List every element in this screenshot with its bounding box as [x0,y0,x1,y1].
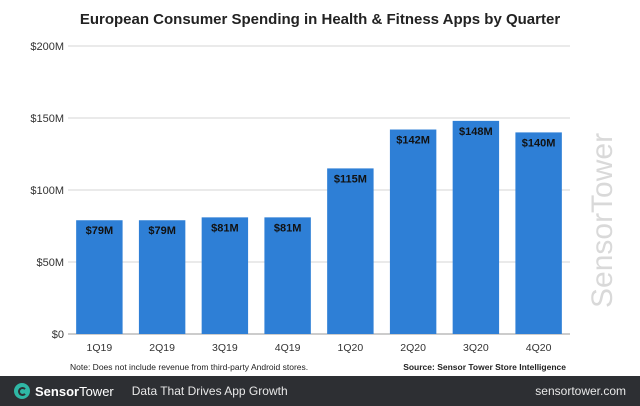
data-label: $79M [86,225,114,237]
y-tick-label: $100M [30,185,64,197]
data-label: $81M [274,222,302,234]
x-tick-label: 4Q20 [526,342,552,354]
bar [138,220,186,334]
footer-tagline: Data That Drives App Growth [131,384,288,398]
footer-brand: SensorTower [35,384,114,399]
chart-source: Source: Sensor Tower Store Intelligence [403,362,566,372]
footer-logo[interactable]: SensorTower [14,383,114,399]
data-label: $115M [334,173,367,185]
data-label: $148M [459,126,493,138]
bar [452,120,500,334]
y-tick-label: $200M [30,41,64,53]
x-tick-label: 2Q20 [400,342,426,354]
y-axis-ticks: $0 $50M $100M $150M $200M [30,41,64,341]
x-tick-label: 1Q20 [338,342,364,354]
footer-url-link[interactable]: sensortower.com [535,384,626,398]
bar [201,217,249,334]
data-label: $79M [148,225,176,237]
data-labels: $79M $79M $81M $81M $115M $142M $148M $140M [86,126,556,237]
bar-chart: European Consumer Spending in Health & F… [30,11,570,372]
watermark-text: SensorTower [586,133,619,308]
y-tick-label: $150M [30,113,64,125]
x-tick-label: 2Q19 [149,342,175,354]
sensortower-watermark: SensorTower [586,133,619,308]
bar [515,132,562,334]
x-tick-label: 3Q20 [463,342,489,354]
bar [327,168,374,334]
data-label: $142M [396,135,430,147]
brand-part1: Sensor [35,383,80,399]
data-label: $140M [522,137,556,149]
bar [264,217,311,334]
data-label: $81M [211,222,239,234]
x-axis-ticks: 1Q19 2Q19 3Q19 4Q19 1Q20 2Q20 3Q20 4Q20 [87,342,552,354]
chart-note: Note: Does not include revenue from thir… [70,362,308,372]
footer-bar: SensorTower Data That Drives App Growth … [0,376,640,406]
x-tick-label: 4Q19 [275,342,301,354]
sensortower-logo-icon [14,383,30,399]
x-tick-label: 1Q19 [87,342,113,354]
y-tick-label: $50M [36,257,64,269]
y-tick-label: $0 [52,329,64,341]
x-tick-label: 3Q19 [212,342,238,354]
brand-part2: Tower [79,383,114,399]
chart-title: European Consumer Spending in Health & F… [80,11,561,28]
bar [76,220,123,334]
bar [389,129,437,334]
bars [76,120,562,334]
